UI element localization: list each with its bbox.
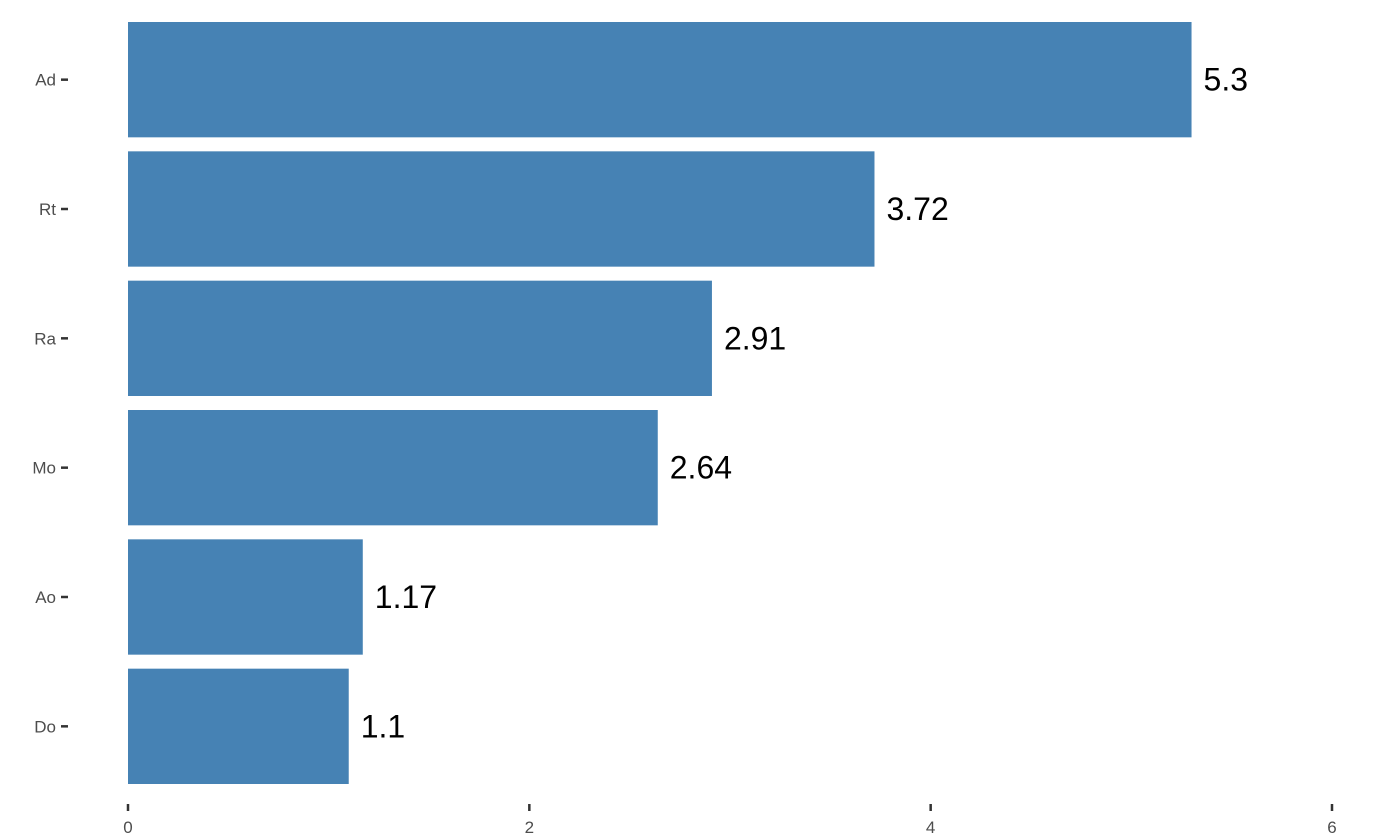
bar-ad: [128, 22, 1192, 138]
x-tick-label: 0: [123, 818, 132, 837]
y-tick-label: Ao: [35, 588, 56, 607]
x-tick-label: 2: [525, 818, 534, 837]
data-label: 1.1: [361, 708, 405, 744]
bar-ra: [128, 280, 712, 396]
y-tick-label: Do: [34, 717, 56, 736]
x-tick-label: 4: [926, 818, 935, 837]
data-label: 5.3: [1204, 62, 1248, 98]
x-tick-label: 6: [1327, 818, 1336, 837]
y-tick-label: Rt: [39, 200, 56, 219]
bar-rt: [128, 151, 875, 267]
data-label: 2.91: [724, 320, 786, 356]
y-tick-label: Mo: [32, 459, 56, 478]
bar-ao: [128, 539, 363, 655]
data-label: 1.17: [375, 579, 437, 615]
data-label: 2.64: [670, 450, 732, 486]
y-axis: Ad Rt Ra Mo Ao Do: [32, 71, 68, 736]
bar-mo: [128, 410, 658, 526]
data-label: 3.72: [886, 191, 948, 227]
bar-do: [128, 668, 349, 784]
y-tick-label: Ad: [35, 71, 56, 90]
x-axis: 0 2 4 6: [123, 804, 1337, 837]
bars: 5.3 3.72 2.91 2.64 1.17 1.1: [128, 22, 1248, 784]
y-tick-label: Ra: [34, 329, 56, 348]
